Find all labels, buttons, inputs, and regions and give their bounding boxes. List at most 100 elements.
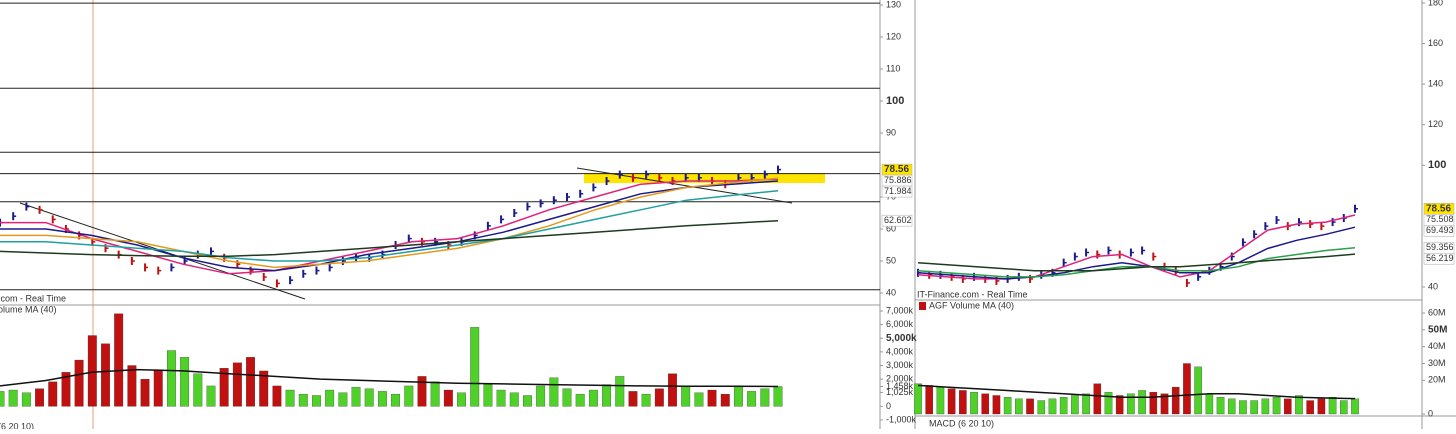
volume-bar [1071, 395, 1079, 415]
price-bar [1096, 250, 1101, 259]
y-tick-label: 110 [886, 63, 900, 73]
price-bar [763, 170, 768, 179]
y-tick-label: 60M [1428, 307, 1446, 317]
price-label: 59.356 [1426, 242, 1454, 252]
volume-bar [74, 359, 84, 407]
volume-bar [549, 377, 559, 407]
volume-bar [496, 389, 506, 407]
y-tick-label: 0 [886, 401, 891, 411]
price-bar [275, 279, 280, 288]
volume-bar [1015, 398, 1023, 415]
price-bar [209, 247, 214, 256]
volume-bar [219, 368, 229, 407]
price-bar [1354, 204, 1358, 213]
price-bar [539, 199, 544, 208]
price-bar [579, 189, 584, 198]
price-bar [302, 269, 307, 278]
volume-bar [694, 392, 704, 407]
price-label: 56.219 [1426, 253, 1454, 263]
y-tick-label: 0 [1428, 408, 1433, 418]
price-bar [618, 170, 623, 179]
moving-average [0, 189, 779, 262]
y-tick-label: 60 [886, 223, 896, 233]
footer-label: (6 20 10) [0, 421, 34, 429]
volume-bar [1171, 386, 1180, 415]
volume-bar [127, 365, 137, 407]
price-bar [1241, 238, 1246, 247]
volume-title: olume MA (40) [0, 304, 57, 314]
price-label-box [881, 185, 913, 198]
volume-bar [1127, 393, 1135, 415]
price-bar [566, 193, 571, 201]
volume-swatch [919, 302, 926, 310]
price-label: 62.602 [884, 215, 912, 225]
volume-ma [917, 384, 1356, 400]
volume-bar [1149, 391, 1158, 415]
volume-bar [61, 372, 71, 407]
y-tick-label: 180 [1428, 0, 1443, 7]
volume-bar [562, 388, 572, 407]
y-tick-label: 20M [1428, 375, 1446, 385]
price-bar [1141, 246, 1146, 255]
volume-bar [0, 391, 5, 407]
volume-bar [1250, 400, 1258, 415]
price-bar [552, 196, 557, 205]
volume-bar [140, 378, 150, 407]
price-bar [262, 273, 267, 281]
price-bar [328, 263, 333, 272]
y-tick-label: 40 [1428, 281, 1438, 291]
volume-bar [1227, 398, 1236, 415]
volume-bar [259, 370, 269, 407]
volume-bar [707, 389, 717, 407]
volume-bar [773, 386, 783, 407]
y-tick-label: 50 [886, 255, 896, 265]
volume-bar [628, 391, 638, 407]
y-tick-label: 7,000k [886, 305, 914, 315]
volume-bar [417, 376, 427, 407]
volume-bar [443, 389, 453, 407]
price-bar [1230, 252, 1235, 261]
volume-bar [153, 369, 163, 407]
price-bar [170, 263, 175, 272]
price-label: 78.56 [1426, 203, 1451, 214]
volume-bar [1317, 398, 1326, 415]
volume-bar [959, 390, 967, 415]
volume-bar [312, 395, 321, 407]
price-label: 75.508 [1426, 214, 1454, 224]
price-bar [486, 221, 491, 230]
volume-bar [936, 386, 945, 415]
volume-bar [914, 383, 922, 415]
price-label-box [881, 214, 913, 227]
volume-bar [1340, 400, 1348, 415]
price-bar [144, 263, 149, 272]
price-bar [1264, 222, 1269, 231]
volume-bar [575, 393, 585, 407]
volume-bar [1205, 393, 1214, 415]
price-label: 75.886 [884, 175, 912, 185]
moving-average [0, 219, 779, 257]
moving-average [917, 226, 1356, 280]
volume-bar [457, 392, 466, 407]
price-bar [605, 177, 610, 185]
price-bar [526, 202, 531, 211]
price-bar [51, 215, 56, 224]
volume-bar [970, 391, 978, 415]
y-tick-label: 120 [1428, 119, 1443, 129]
volume-bar [101, 343, 110, 407]
volume-bar [430, 381, 440, 407]
volume-bar [1261, 398, 1270, 415]
y-tick-label: 5,000k [886, 333, 917, 344]
price-bar [289, 276, 294, 285]
volume-bar [1003, 397, 1012, 415]
volume-bar [206, 385, 216, 407]
moving-average [917, 253, 1356, 272]
y-tick-label: 160 [1428, 38, 1443, 48]
price-bar [1309, 220, 1314, 229]
volume-bar [351, 387, 361, 407]
volume-bar [641, 393, 651, 407]
volume-bar [1037, 400, 1046, 415]
volume-bar [272, 385, 282, 407]
